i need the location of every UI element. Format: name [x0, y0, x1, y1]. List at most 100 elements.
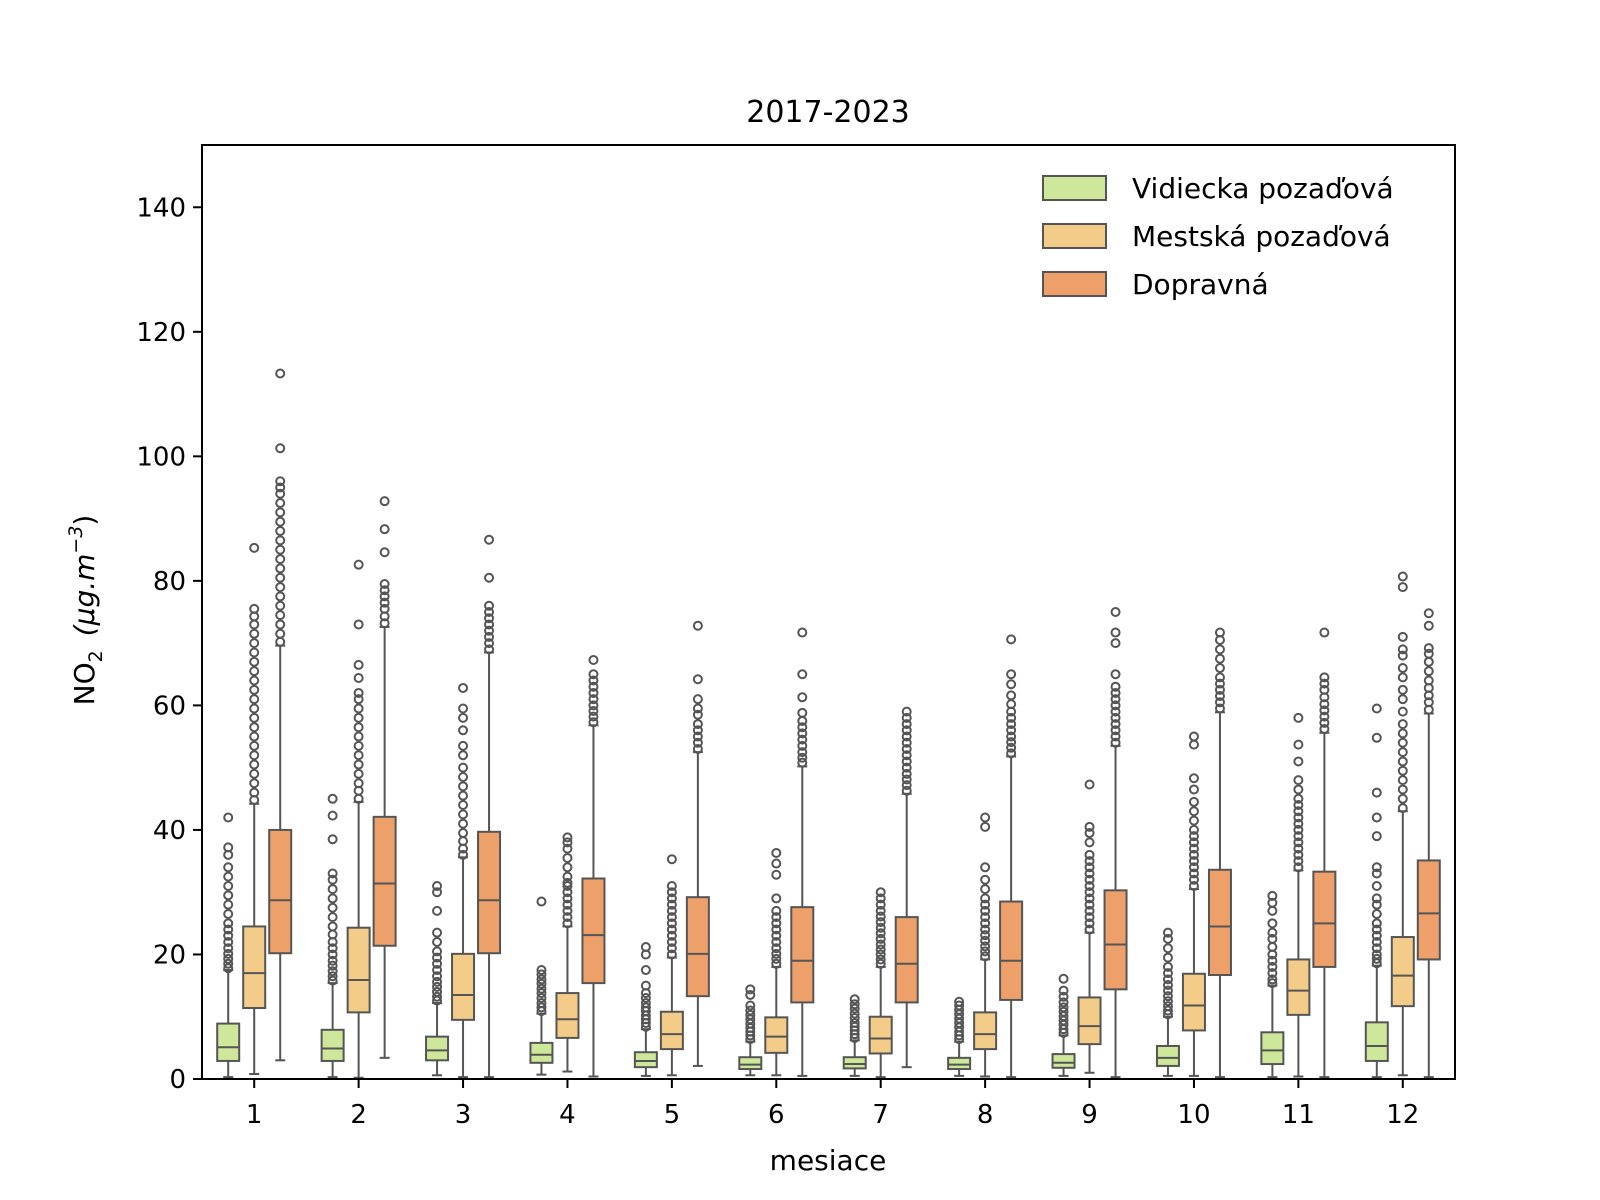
flier-point — [1110, 627, 1121, 638]
legend-label-0: Vidiecka pozaďová — [1132, 172, 1394, 205]
flier-point — [692, 737, 703, 748]
flier-point — [1319, 627, 1330, 638]
flier-point — [353, 659, 364, 670]
flier-point — [692, 743, 703, 754]
flier-point — [1397, 672, 1408, 683]
flier-point — [458, 712, 469, 723]
flier-point — [458, 682, 469, 693]
flier-point — [327, 874, 338, 885]
box-0-3 — [425, 880, 450, 1077]
flier-point — [536, 988, 547, 999]
box-iqr — [868, 1015, 893, 1055]
flier-point — [980, 946, 991, 957]
flier-point — [432, 887, 443, 898]
flier-point — [875, 905, 886, 916]
flier-point — [536, 969, 547, 980]
box-1-1 — [242, 542, 267, 1076]
flier-point — [432, 981, 443, 992]
flier-point — [327, 960, 338, 971]
flier-point — [692, 703, 703, 714]
flier-point — [1267, 897, 1278, 908]
flier-point — [249, 656, 260, 667]
flier-point — [797, 722, 808, 733]
flier-point — [275, 516, 286, 527]
box-0-2 — [320, 793, 345, 1079]
flier-point — [536, 978, 547, 989]
flier-point — [275, 488, 286, 499]
flier-point — [223, 948, 234, 959]
flier-point — [275, 563, 286, 574]
flier-point — [379, 524, 390, 535]
flier-point — [1188, 806, 1199, 817]
flier-point — [327, 834, 338, 845]
flier-point — [1214, 697, 1225, 708]
flier-point — [1371, 732, 1382, 743]
flier-point — [771, 937, 782, 948]
flier-point — [1397, 684, 1408, 695]
flier-point — [249, 787, 260, 798]
flier-point — [1084, 912, 1095, 923]
flier-point — [1188, 831, 1199, 842]
box-iqr — [268, 828, 293, 955]
box-iqr — [1416, 859, 1441, 961]
flier-point — [901, 768, 912, 779]
box-iqr — [1207, 868, 1232, 977]
flier-point — [223, 918, 234, 929]
flier-point — [588, 717, 599, 728]
box-iqr — [894, 916, 919, 1004]
box-iqr — [1312, 870, 1337, 968]
flier-point — [536, 998, 547, 1009]
flier-point — [1162, 985, 1173, 996]
flier-point — [327, 975, 338, 986]
flier-point — [745, 984, 756, 995]
flier-point — [458, 800, 469, 811]
flier-point — [1084, 862, 1095, 873]
flier-point — [1397, 793, 1408, 804]
flier-point — [1371, 953, 1382, 964]
flier-point — [1110, 719, 1121, 730]
flier-point — [223, 963, 234, 974]
flier-point — [1214, 653, 1225, 664]
flier-point — [875, 887, 886, 898]
flier-point — [745, 1009, 756, 1020]
box-iqr — [842, 1056, 867, 1070]
box-1-9 — [1077, 779, 1102, 1074]
box-0-1 — [216, 812, 241, 1079]
flier-point — [275, 600, 286, 611]
flier-point — [275, 498, 286, 509]
box-1-12 — [1390, 571, 1415, 1077]
flier-point — [1110, 694, 1121, 705]
flier-point — [1110, 712, 1121, 723]
flier-point — [875, 954, 886, 965]
flier-point — [223, 924, 234, 935]
flier-point — [1188, 815, 1199, 826]
flier-point — [1188, 849, 1199, 860]
flier-point — [562, 905, 573, 916]
flier-point — [249, 675, 260, 686]
y-axis-label-base: NO — [68, 662, 101, 705]
flier-point — [797, 752, 808, 763]
flier-point — [536, 974, 547, 985]
flier-point — [849, 999, 860, 1010]
flier-point — [666, 943, 677, 954]
flier-point — [1293, 806, 1304, 817]
flier-point — [1293, 800, 1304, 811]
box-1-3 — [451, 682, 476, 1079]
flier-point — [562, 887, 573, 898]
flier-point — [1084, 856, 1095, 867]
flier-point — [1188, 824, 1199, 835]
box-2-8 — [999, 634, 1024, 1079]
flier-point — [458, 703, 469, 714]
box-iqr — [633, 1051, 658, 1069]
flier-point — [1006, 731, 1017, 742]
flier-point — [1371, 893, 1382, 904]
flier-point — [1293, 856, 1304, 867]
flier-point — [432, 937, 443, 948]
flier-point — [954, 1000, 965, 1011]
flier-point — [223, 871, 234, 882]
flier-point — [1371, 880, 1382, 891]
flier-point — [666, 930, 677, 941]
flier-point — [875, 933, 886, 944]
legend-swatch-1 — [1042, 223, 1107, 249]
flier-point — [562, 918, 573, 929]
